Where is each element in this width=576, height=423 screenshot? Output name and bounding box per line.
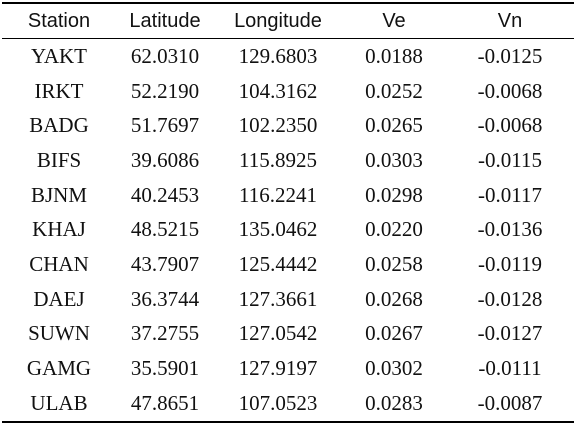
- cell-vn: -0.0087: [477, 390, 543, 415]
- cell-ve: 0.0188: [365, 43, 423, 68]
- cell-ve: 0.0252: [365, 78, 423, 103]
- cell-vn: -0.0111: [478, 356, 542, 381]
- cell-vn: -0.0136: [477, 217, 543, 242]
- cell-latitude: 36.3744: [130, 286, 200, 311]
- cell-ve: 0.0298: [365, 182, 423, 207]
- cell-latitude: 51.7697: [130, 113, 200, 138]
- cell-ve: 0.0283: [365, 390, 423, 415]
- table-row: IRKT 52.2190 104.3162 0.0252 -0.0068: [2, 74, 574, 109]
- cell-vn: -0.0128: [477, 286, 543, 311]
- cell-vn: -0.0125: [477, 43, 543, 68]
- cell-ve: 0.0220: [365, 217, 423, 242]
- table-header: Station Latitude Longitude Ve Vn: [2, 3, 574, 39]
- header-vn: Vn: [497, 9, 523, 32]
- cell-latitude: 47.8651: [130, 390, 200, 415]
- header-longitude: Longitude: [234, 9, 322, 32]
- cell-longitude: 129.6803: [238, 43, 318, 68]
- cell-vn: -0.0119: [478, 251, 542, 276]
- cell-station: SUWN: [28, 321, 90, 346]
- cell-latitude: 40.2453: [130, 182, 200, 207]
- cell-longitude: 127.0542: [238, 321, 318, 346]
- cell-longitude: 127.9197: [238, 356, 318, 381]
- cell-station: YAKT: [31, 43, 87, 68]
- cell-longitude: 127.3661: [238, 286, 318, 311]
- cell-vn: -0.0068: [477, 113, 543, 138]
- cell-longitude: 125.4442: [238, 251, 318, 276]
- cell-station: GAMG: [26, 356, 92, 381]
- cell-station: IRKT: [34, 78, 84, 103]
- cell-ve: 0.0267: [365, 321, 423, 346]
- table-row: DAEJ 36.3744 127.3661 0.0268 -0.0128: [2, 282, 574, 317]
- table-row: BJNM 40.2453 116.2241 0.0298 -0.0117: [2, 178, 574, 213]
- cell-latitude: 62.0310: [130, 43, 200, 68]
- cell-ve: 0.0268: [365, 286, 423, 311]
- cell-longitude: 107.0523: [238, 390, 318, 415]
- cell-longitude: 116.2241: [239, 182, 317, 207]
- cell-station: BIFS: [36, 147, 82, 172]
- cell-ve: 0.0303: [365, 147, 423, 172]
- cell-latitude: 39.6086: [130, 147, 200, 172]
- header-latitude: Latitude: [129, 9, 201, 32]
- cell-ve: 0.0302: [365, 356, 423, 381]
- cell-latitude: 43.7907: [130, 251, 200, 276]
- cell-ve: 0.0258: [365, 251, 423, 276]
- cell-station: BJNM: [30, 182, 88, 207]
- cell-latitude: 48.5215: [130, 217, 200, 242]
- cell-longitude: 135.0462: [238, 217, 318, 242]
- table-row: BIFS 39.6086 115.8925 0.0303 -0.0115: [2, 143, 574, 178]
- header-station: Station: [27, 9, 91, 32]
- table-row: SUWN 37.2755 127.0542 0.0267 -0.0127: [2, 317, 574, 352]
- cell-vn: -0.0115: [478, 147, 542, 172]
- cell-latitude: 37.2755: [130, 321, 200, 346]
- table-row: YAKT 62.0310 129.6803 0.0188 -0.0125: [2, 39, 574, 74]
- table-row: ULAB 47.8651 107.0523 0.0283 -0.0087: [2, 386, 574, 422]
- table-body: YAKT 62.0310 129.6803 0.0188 -0.0125 IRKT 52.2…: [2, 39, 574, 422]
- cell-station: ULAB: [30, 390, 88, 415]
- cell-station: DAEJ: [33, 286, 85, 311]
- cell-station: BADG: [29, 113, 89, 138]
- cell-latitude: 35.5901: [130, 356, 200, 381]
- table-row: GAMG 35.5901 127.9197 0.0302 -0.0111: [2, 351, 574, 386]
- cell-longitude: 102.2350: [238, 113, 318, 138]
- table-row: KHAJ 48.5215 135.0462 0.0220 -0.0136: [2, 212, 574, 247]
- cell-station: CHAN: [29, 251, 89, 276]
- cell-latitude: 52.2190: [130, 78, 200, 103]
- cell-vn: -0.0068: [477, 78, 543, 103]
- cell-ve: 0.0265: [365, 113, 423, 138]
- cell-longitude: 115.8925: [239, 147, 317, 172]
- table-row: CHAN 43.7907 125.4442 0.0258 -0.0119: [2, 247, 574, 282]
- cell-longitude: 104.3162: [238, 78, 318, 103]
- table-row: BADG 51.7697 102.2350 0.0265 -0.0068: [2, 108, 574, 143]
- cell-vn: -0.0127: [477, 321, 543, 346]
- header-row: Station Latitude Longitude Ve Vn: [2, 3, 574, 39]
- header-ve: Ve: [382, 9, 406, 32]
- cell-vn: -0.0117: [478, 182, 542, 207]
- cell-station: KHAJ: [32, 217, 86, 242]
